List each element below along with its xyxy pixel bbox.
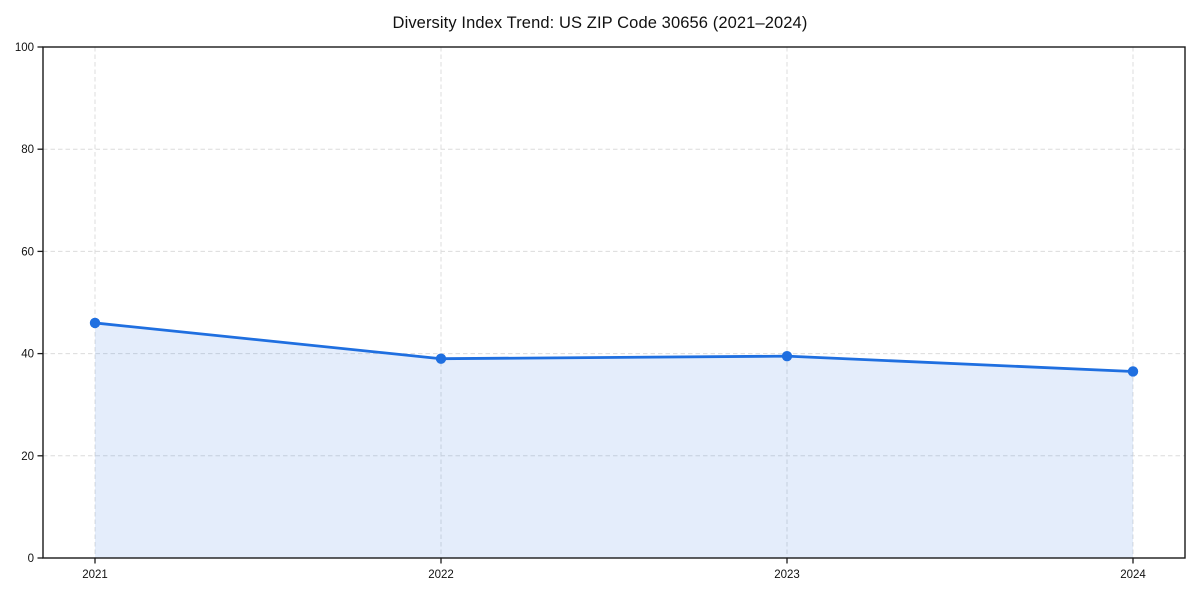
y-tick-label: 60 [21, 246, 34, 258]
y-tick-label: 100 [15, 42, 34, 54]
data-point-marker [435, 353, 447, 364]
chart-title: Diversity Index Trend: US ZIP Code 30656… [392, 14, 808, 32]
data-point-marker [89, 317, 101, 329]
x-tick-label: 2022 [428, 569, 454, 581]
y-tick-label: 0 [28, 553, 34, 565]
plot-border [42, 46, 1186, 559]
data-point-marker [781, 350, 793, 362]
y-tick-label: 40 [21, 349, 34, 361]
data-point-marker [1127, 366, 1139, 377]
y-tick-label: 20 [21, 451, 34, 463]
x-tick-label: 2024 [1120, 569, 1146, 581]
x-tick-label: 2021 [82, 569, 108, 581]
x-tick-label: 2023 [774, 569, 800, 581]
y-tick-label: 80 [21, 144, 34, 156]
area-fill [95, 322, 1133, 558]
trend-line [93, 321, 1135, 373]
